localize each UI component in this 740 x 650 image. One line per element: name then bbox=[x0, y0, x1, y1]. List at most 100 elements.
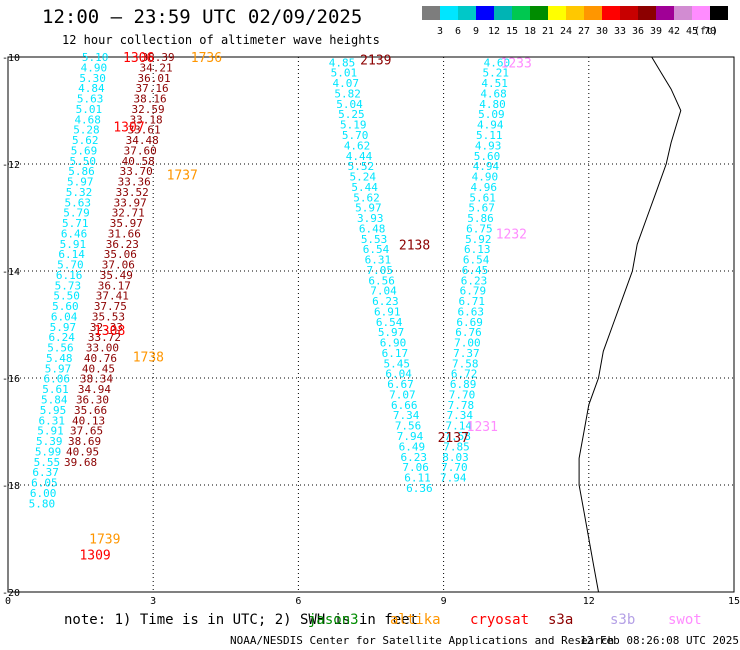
wave-height-value: 33.36 bbox=[118, 176, 151, 189]
legend-swatch bbox=[476, 6, 494, 20]
wave-height-value: 6.24 bbox=[48, 331, 75, 344]
wave-height-value: 38.69 bbox=[68, 435, 101, 448]
wave-height-value: 37.06 bbox=[102, 259, 135, 272]
pass-number-label: 1233 bbox=[501, 56, 532, 71]
wave-height-value: 35.53 bbox=[92, 310, 125, 323]
legend-swatch bbox=[692, 6, 710, 20]
wave-height-value: 6.69 bbox=[456, 316, 483, 329]
wave-height-value: 35.66 bbox=[74, 404, 107, 417]
wave-height-value: 5.01 bbox=[331, 67, 358, 80]
wave-height-value: 5.56 bbox=[47, 342, 74, 355]
legend-swatch bbox=[548, 6, 566, 20]
pass-number-label: 1307 bbox=[113, 121, 144, 136]
wave-height-value: 38.39 bbox=[141, 51, 174, 64]
wave-height-value: 32.71 bbox=[112, 207, 145, 220]
wave-height-value: 7.04 bbox=[370, 285, 397, 298]
wave-height-value: 6.56 bbox=[368, 274, 395, 287]
wave-height-value: 36.30 bbox=[76, 394, 109, 407]
wave-height-value: 33.72 bbox=[88, 331, 121, 344]
wave-height-value: 6.54 bbox=[463, 254, 490, 267]
pass-number-label: 2138 bbox=[399, 238, 430, 253]
wave-height-value: 8.03 bbox=[442, 451, 469, 464]
wave-height-value: 4.44 bbox=[346, 150, 373, 163]
wave-height-value: 33.61 bbox=[128, 124, 161, 137]
wave-height-value: 5.97 bbox=[45, 362, 72, 375]
legend-label: 33 bbox=[614, 26, 626, 37]
wave-height-value: 6.04 bbox=[385, 368, 412, 381]
wave-height-value: 5.01 bbox=[76, 103, 103, 116]
wave-height-value: 5.79 bbox=[63, 207, 90, 220]
wave-height-value: 40.95 bbox=[66, 445, 99, 458]
wave-height-value: 34.48 bbox=[126, 134, 159, 147]
wave-height-value: 6.76 bbox=[455, 326, 482, 339]
wave-height-value: 6.05 bbox=[31, 477, 58, 490]
wave-height-value: 5.09 bbox=[478, 108, 505, 121]
wave-height-value: 7.94 bbox=[440, 472, 467, 485]
pass-number-label: 1306 bbox=[123, 51, 154, 66]
wave-height-value: 5.10 bbox=[82, 51, 109, 64]
wave-height-value: 6.67 bbox=[387, 378, 414, 391]
wave-height-value: 6.54 bbox=[376, 316, 403, 329]
wave-height-value: 6.23 bbox=[372, 295, 399, 308]
wave-height-value: 5.62 bbox=[72, 134, 99, 147]
page-subtitle: 12 hour collection of altimeter wave hei… bbox=[62, 33, 380, 47]
pass-number-label: 1739 bbox=[89, 533, 120, 548]
wave-height-value: 3.93 bbox=[357, 212, 384, 225]
pass-number-label: 1738 bbox=[133, 351, 164, 366]
wave-height-value: 7.94 bbox=[397, 430, 424, 443]
wave-height-map: 0 3 6 9 12 15-10-12-14-16-18-205.104.905.304.… bbox=[2, 51, 740, 607]
wave-height-value: 5.32 bbox=[66, 186, 93, 199]
wave-height-value: 39.68 bbox=[64, 456, 97, 469]
wave-height-value: 6.31 bbox=[365, 254, 392, 267]
wave-height-value: 5.70 bbox=[57, 259, 84, 272]
satellite-name-s3b: s3b bbox=[610, 612, 636, 628]
satellite-name-s3a: s3a bbox=[548, 612, 574, 628]
satellite-name-swot: swot bbox=[668, 612, 702, 628]
wave-height-value: 6.89 bbox=[450, 378, 477, 391]
wave-height-value: 5.60 bbox=[52, 300, 79, 313]
legend-swatch bbox=[674, 6, 692, 20]
wave-height-value: 5.28 bbox=[73, 124, 100, 137]
x-tick-label: 15 bbox=[728, 596, 740, 607]
legend-label: 42 bbox=[668, 26, 680, 37]
wave-height-value: 5.61 bbox=[469, 191, 496, 204]
wave-height-value: 4.68 bbox=[480, 87, 507, 100]
wave-height-value: 4.62 bbox=[344, 139, 371, 152]
credit-line: NOAA/NESDIS Center for Satellite Applica… bbox=[230, 634, 615, 647]
wave-height-value: 5.50 bbox=[53, 290, 80, 303]
wave-height-value: 5.11 bbox=[476, 129, 503, 142]
wave-height-value: 5.92 bbox=[465, 233, 492, 246]
wave-height-value: 6.54 bbox=[363, 243, 390, 256]
wave-height-value: 35.97 bbox=[110, 217, 143, 230]
wave-height-value: 35.49 bbox=[100, 269, 133, 282]
wave-height-value: 6.04 bbox=[51, 310, 78, 323]
x-tick-label: 0 bbox=[5, 596, 11, 607]
pass-number-label: 1737 bbox=[167, 169, 198, 184]
x-tick-label: 6 bbox=[295, 596, 301, 607]
wave-height-value: 7.34 bbox=[447, 409, 474, 422]
satellite-name-cryosat: cryosat bbox=[470, 612, 530, 628]
wave-height-value: 7.14 bbox=[445, 420, 472, 433]
legend-swatch bbox=[566, 6, 584, 20]
wave-height-value: 6.91 bbox=[374, 305, 401, 318]
wave-height-value: 36.01 bbox=[138, 72, 171, 85]
wave-height-value: 5.91 bbox=[37, 425, 64, 438]
legend-label: 21 bbox=[542, 26, 554, 37]
wave-height-value: 4.94 bbox=[477, 119, 504, 132]
y-tick-label: -16 bbox=[2, 374, 20, 385]
legend-label: 70 bbox=[704, 26, 716, 37]
wave-height-value: 5.55 bbox=[34, 456, 61, 469]
wave-height-value: 5.04 bbox=[336, 98, 363, 111]
wave-height-value: 5.86 bbox=[467, 212, 494, 225]
wave-height-value: 37.65 bbox=[70, 425, 103, 438]
wave-height-value: 4.51 bbox=[481, 77, 508, 90]
wave-height-value: 4.93 bbox=[475, 139, 502, 152]
legend-swatch bbox=[440, 6, 458, 20]
wave-height-value: 7.70 bbox=[449, 388, 476, 401]
wave-height-value: 6.49 bbox=[399, 440, 426, 453]
y-tick-label: -14 bbox=[2, 267, 20, 278]
wave-height-value: 7.58 bbox=[444, 430, 471, 443]
legend-label: 45 bbox=[686, 26, 698, 37]
wave-height-value: 33.00 bbox=[86, 342, 119, 355]
y-tick-label: -20 bbox=[2, 588, 20, 599]
